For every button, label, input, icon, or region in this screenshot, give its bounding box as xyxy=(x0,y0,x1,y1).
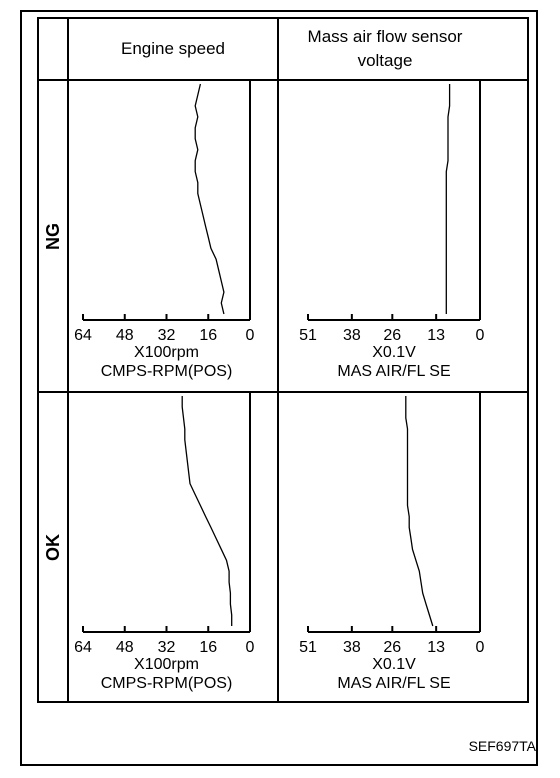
x-tick-label: 51 xyxy=(299,639,317,656)
x-tick-label: 16 xyxy=(199,327,217,344)
x-tick-label: 26 xyxy=(383,639,401,656)
table-lines xyxy=(37,17,529,703)
x-axis-label: X100rpm xyxy=(134,656,199,673)
row-header: OK xyxy=(38,392,68,702)
frame xyxy=(20,10,538,766)
x-tick-label: 38 xyxy=(343,639,361,656)
item-label: MAS AIR/FL SE xyxy=(337,675,450,692)
x-tick-label: 64 xyxy=(74,327,92,344)
x-tick-label: 38 xyxy=(343,327,361,344)
x-tick-label: 0 xyxy=(246,327,255,344)
x-tick-label: 64 xyxy=(74,639,92,656)
trace xyxy=(181,396,233,626)
x-tick-label: 48 xyxy=(116,639,134,656)
x-axis-label: X0.1V xyxy=(372,656,416,673)
figure-id: SEF697TA xyxy=(468,738,536,754)
column-header: Mass air flow sensor voltage xyxy=(307,27,463,70)
x-tick-label: 51 xyxy=(299,327,317,344)
item-label: CMPS-RPM(POS) xyxy=(101,363,233,380)
x-tick-label: 26 xyxy=(383,327,401,344)
x-tick-label: 16 xyxy=(199,639,217,656)
x-tick-label: 13 xyxy=(427,327,445,344)
x-tick-label: 0 xyxy=(476,327,485,344)
row-header: NG xyxy=(38,80,68,392)
x-tick-label: 0 xyxy=(246,639,255,656)
x-tick-label: 13 xyxy=(427,639,445,656)
row-label: OK xyxy=(42,533,63,561)
column-header: Engine speed xyxy=(121,39,225,58)
x-tick-label: 48 xyxy=(116,327,134,344)
item-label: MAS AIR/FL SE xyxy=(337,363,450,380)
x-tick-label: 32 xyxy=(158,639,176,656)
trace xyxy=(445,84,451,314)
item-label: CMPS-RPM(POS) xyxy=(101,675,233,692)
x-axis-label: X100rpm xyxy=(134,344,199,361)
x-tick-label: 32 xyxy=(158,327,176,344)
trace xyxy=(194,83,225,315)
row-label: NG xyxy=(42,222,63,250)
x-tick-label: 0 xyxy=(476,639,485,656)
x-axis-label: X0.1V xyxy=(372,344,416,361)
trace xyxy=(405,396,434,627)
